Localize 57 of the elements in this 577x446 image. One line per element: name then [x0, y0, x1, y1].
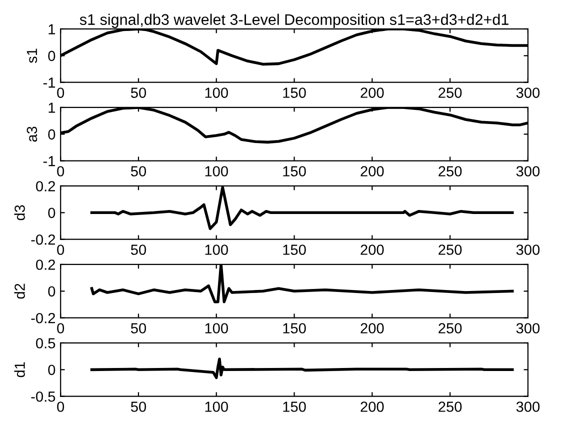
x-tick-label: 0	[57, 323, 64, 334]
x-tick-label: 0	[57, 244, 64, 255]
y-tick-label: 1	[48, 24, 56, 34]
line-series	[90, 358, 514, 380]
x-tick-label: 300	[516, 88, 540, 98]
y-tick-label: -0.5	[31, 391, 56, 402]
y-tick-label: -0.2	[31, 312, 55, 324]
x-tick-label: 250	[438, 244, 462, 255]
x-tick-label: 100	[205, 88, 228, 98]
y-tick-label: 0	[48, 286, 56, 297]
x-tick-label: 200	[360, 166, 384, 176]
y-tick-label: 0	[48, 364, 56, 376]
y-axis-title: a3	[26, 126, 38, 142]
chart-title: s1 signal,db3 wavelet 3-Level Decomposition s1=a3+d3+d2+d1	[80, 14, 508, 28]
y-tick-label: 0	[48, 50, 56, 62]
x-tick-label: 300	[516, 166, 540, 176]
x-tick-label: 200	[360, 323, 384, 334]
x-tick-label: 150	[283, 323, 306, 334]
y-axis-title: d2	[14, 284, 25, 299]
x-tick-label: 50	[130, 88, 146, 98]
x-tick-label: 100	[205, 402, 228, 412]
y-tick-label: 0.2	[36, 260, 55, 270]
x-tick-label: 250	[438, 323, 462, 334]
x-tick-label: 300	[516, 402, 540, 412]
y-tick-label: -1	[43, 78, 56, 88]
x-tick-label: 150	[283, 244, 306, 255]
x-tick-label: 200	[360, 88, 384, 98]
x-tick-label: 250	[438, 88, 462, 98]
x-tick-label: 200	[360, 244, 384, 255]
x-tick-label: 300	[516, 323, 540, 334]
x-tick-label: 250	[438, 402, 462, 412]
x-tick-label: 200	[360, 402, 384, 412]
y-tick-label: 1	[48, 102, 56, 113]
x-tick-label: 50	[130, 402, 146, 412]
x-tick-label: 300	[516, 244, 540, 255]
x-tick-label: 250	[438, 166, 462, 176]
x-tick-label: 100	[205, 244, 228, 255]
x-tick-label: 150	[283, 166, 306, 176]
y-tick-label: -1	[43, 156, 56, 166]
x-tick-label: 100	[205, 323, 228, 334]
x-tick-label: 150	[283, 88, 306, 98]
x-tick-label: 150	[283, 402, 306, 412]
x-tick-label: 50	[130, 166, 146, 176]
x-tick-label: 0	[57, 166, 64, 176]
x-tick-label: 50	[130, 323, 146, 334]
x-tick-label: 0	[57, 402, 64, 412]
y-tick-label: -0.2	[31, 234, 55, 245]
y-tick-label: 0	[48, 129, 56, 140]
y-tick-label: 0.2	[36, 181, 55, 192]
y-axis-title: d1	[14, 362, 25, 378]
x-tick-label: 100	[205, 166, 228, 176]
x-tick-label: 0	[57, 88, 64, 98]
y-axis-title: s1	[26, 48, 38, 63]
y-axis-title: d3	[14, 205, 25, 220]
x-tick-label: 50	[130, 244, 146, 255]
y-tick-label: 0	[48, 208, 56, 218]
y-tick-label: 0.5	[36, 338, 56, 348]
